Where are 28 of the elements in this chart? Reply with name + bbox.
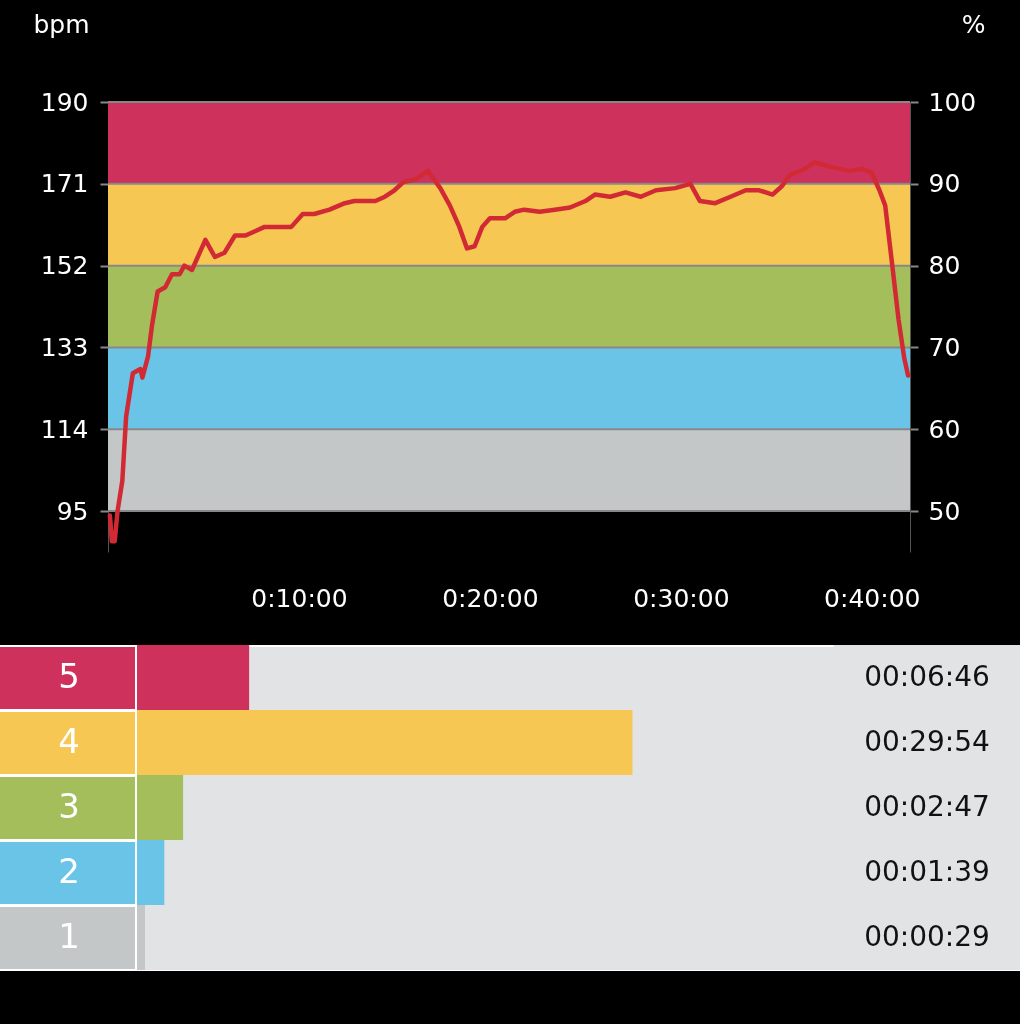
x-tick-label: 0:40:00 [824, 583, 921, 613]
y2-tick-label: 70 [928, 332, 961, 362]
data-label: 00:01:39 [864, 854, 990, 888]
y2-tick-label: 100 [928, 87, 977, 117]
y2-axis-title: % [961, 9, 986, 39]
y-tick-label: 3 [58, 785, 80, 826]
y-tick-label: 133 [40, 332, 89, 362]
data-label: 00:00:29 [864, 919, 990, 953]
y2-tick-label: 80 [928, 251, 961, 281]
data-label: 00:29:54 [864, 724, 990, 758]
data-label: 00:02:47 [864, 789, 990, 823]
y-tick-label: 95 [56, 496, 89, 526]
x-tick-label: 0:20:00 [442, 583, 539, 613]
x-tick-label: 0:10:00 [251, 583, 348, 613]
y-tick-label: 1 [58, 915, 80, 956]
y-tick-label: 171 [40, 169, 89, 199]
y-tick-label: 5 [58, 655, 80, 696]
y-tick-label: 152 [40, 251, 89, 281]
x-tick-label: 0:30:00 [633, 583, 730, 613]
y-tick-label: 2 [58, 850, 80, 891]
y2-tick-label: 60 [928, 414, 961, 444]
y2-tick-label: 50 [928, 496, 961, 526]
y-tick-label: 114 [40, 414, 89, 444]
y-tick-label: 190 [40, 87, 89, 117]
y-axis-title: bpm [33, 9, 90, 39]
y-tick-label: 4 [58, 720, 80, 761]
data-label: 00:06:46 [864, 659, 990, 693]
y2-tick-label: 90 [928, 169, 961, 199]
